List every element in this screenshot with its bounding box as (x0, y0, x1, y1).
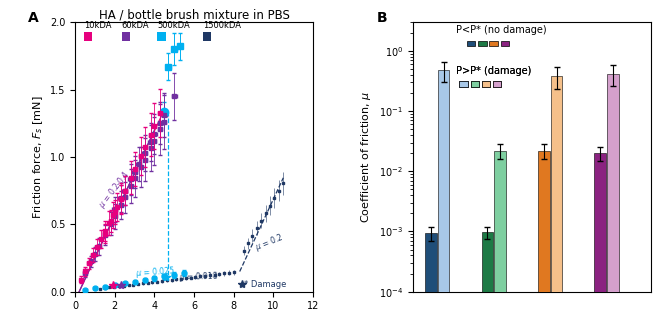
Bar (607, 74, 619, 317)
Y-axis label: Coefficient of friction, $\mu$: Coefficient of friction, $\mu$ (360, 91, 373, 223)
Text: $\mu$ = 0.018: $\mu$ = 0.018 (179, 270, 218, 284)
Bar (551, 76, 562, 317)
Text: * Damage: * Damage (244, 280, 286, 289)
Y-axis label: Friction force, $F_s$ [mN]: Friction force, $F_s$ [mN] (31, 95, 44, 219)
Text: 500kDA: 500kDA (158, 21, 190, 30)
Bar (158, 32, 165, 41)
Bar (494, 151, 506, 317)
Bar (122, 32, 130, 41)
Text: $\mu$ = 0.2: $\mu$ = 0.2 (252, 231, 284, 254)
Bar (425, 233, 437, 317)
Text: A: A (27, 11, 39, 25)
Bar (481, 232, 493, 317)
Bar (203, 32, 211, 41)
Bar (438, 70, 449, 317)
Text: 1500kDA: 1500kDA (203, 21, 241, 30)
Title: HA / bottle brush mixture in PBS: HA / bottle brush mixture in PBS (99, 8, 290, 21)
Text: $\mu$ = 0.2-0.4: $\mu$ = 0.2-0.4 (95, 168, 133, 211)
Bar (594, 153, 606, 317)
Text: 60kDA: 60kDA (122, 21, 149, 30)
Bar (538, 151, 549, 317)
Legend: , , , : , , , (429, 64, 532, 91)
Text: $\mu$ = 0.025: $\mu$ = 0.025 (135, 264, 175, 280)
Text: B: B (377, 11, 388, 25)
Bar (84, 32, 92, 41)
Text: 10kDA: 10kDA (84, 21, 112, 30)
